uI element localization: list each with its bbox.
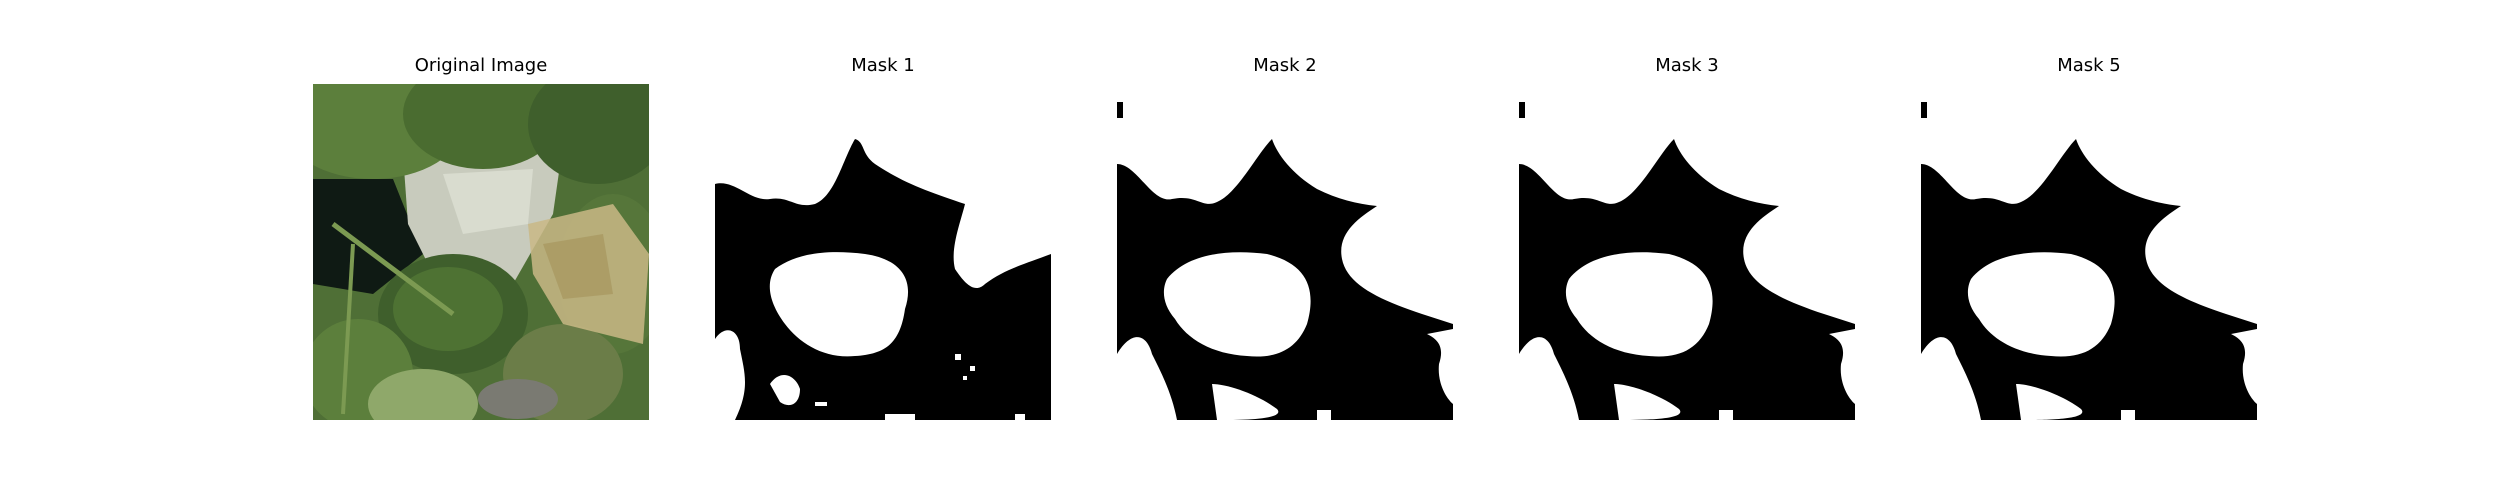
mask-3-image — [1519, 84, 1855, 420]
panel-title: Mask 2 — [1253, 55, 1317, 76]
mask-5-image — [1921, 84, 2257, 420]
mask-1-shape — [715, 84, 1051, 420]
original-image — [313, 84, 649, 420]
mask-5-shape — [1921, 84, 2257, 420]
mask-3-shape — [1519, 84, 1855, 420]
panel-title: Mask 3 — [1655, 55, 1719, 76]
plant-photo — [313, 84, 649, 420]
mask-1-image — [715, 84, 1051, 420]
panel-title: Mask 1 — [851, 55, 915, 76]
panel-title: Mask 5 — [2057, 55, 2121, 76]
mask-2-image — [1117, 84, 1453, 420]
mask-2-shape — [1117, 84, 1453, 420]
panel-title: Original Image — [414, 55, 548, 76]
